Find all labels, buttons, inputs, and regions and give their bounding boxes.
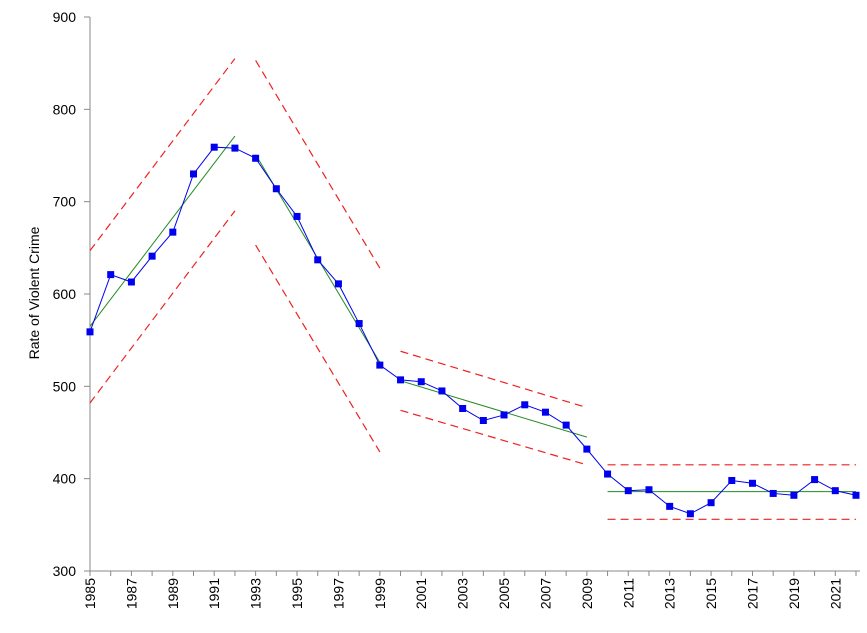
upper-limit-line [400,350,588,409]
data-point [790,491,798,499]
data-point [86,328,94,336]
x-tick-label: 2017 [744,578,760,609]
x-tick-label: 2015 [703,578,719,609]
data-point [500,411,508,419]
data-point [541,408,549,416]
x-tick-label: 2005 [496,578,512,609]
data-point [521,401,529,409]
data-point [748,479,756,487]
data-point [831,487,839,495]
x-tick-label: 2021 [827,578,843,609]
y-tick-label: 300 [53,563,77,579]
x-tick-label: 2009 [579,578,595,609]
y-tick-label: 600 [53,286,77,302]
x-tick-label: 2019 [786,578,802,609]
axes [84,16,860,576]
lower-limit-line [400,409,588,466]
x-tick-label: 1997 [330,578,346,609]
y-tick-label: 400 [53,471,77,487]
lower-limit-line [89,210,236,404]
data-point [190,170,198,178]
data-point [479,416,487,424]
data-point [728,477,736,485]
data-point [811,476,819,484]
upper-limit-line [89,58,236,251]
data-point [583,445,591,453]
y-tick-label: 900 [53,9,77,25]
data-point [272,185,280,193]
data-point [562,421,570,429]
x-tick-label: 2013 [662,578,678,609]
x-tick-label: 2003 [455,578,471,609]
data-point [148,252,156,260]
trend-line [400,380,588,438]
y-tick-label: 800 [53,101,77,117]
data-point [707,499,715,507]
data-point [852,491,860,499]
data-point [417,378,425,386]
x-tick-label: 2007 [537,578,553,609]
trend-line [89,135,236,327]
x-tick-label: 1995 [289,578,305,609]
data-point [314,256,322,264]
data-point [438,387,446,395]
x-tick-label: 1999 [372,578,388,609]
data-series [86,143,860,518]
series-line [89,146,857,515]
x-tick-label: 1989 [165,578,181,609]
data-point [604,470,612,478]
x-tick-label: 1991 [206,578,222,609]
y-tick-label: 700 [53,194,77,210]
data-point [169,228,177,236]
fit-lines [89,58,856,520]
data-point [459,404,467,412]
data-point [397,376,405,384]
data-point [769,489,777,497]
data-point [355,320,363,328]
lower-limit-line [255,244,381,453]
data-point [624,487,632,495]
x-tick-label: 2001 [413,578,429,609]
x-tick-label: 1987 [123,578,139,609]
x-tick-label: 1993 [248,578,264,609]
data-point [293,212,301,220]
data-point [231,144,239,152]
data-point [376,361,384,369]
data-point [210,143,218,151]
data-point [666,502,674,510]
x-tick-label: 2011 [620,578,636,608]
y-axis-title: Rate of Violent Crime [26,226,42,359]
data-point [107,271,115,279]
tick-labels: 300 400 500 600 700 800 900 1985 1987 1989 1991 199… [53,9,844,609]
data-point [686,510,694,518]
x-tick-label: 1985 [82,578,98,609]
upper-limit-line [255,60,381,269]
data-point [645,486,653,494]
data-point [127,278,135,286]
data-point [252,154,260,162]
y-tick-label: 500 [53,378,77,394]
data-point [334,280,342,288]
